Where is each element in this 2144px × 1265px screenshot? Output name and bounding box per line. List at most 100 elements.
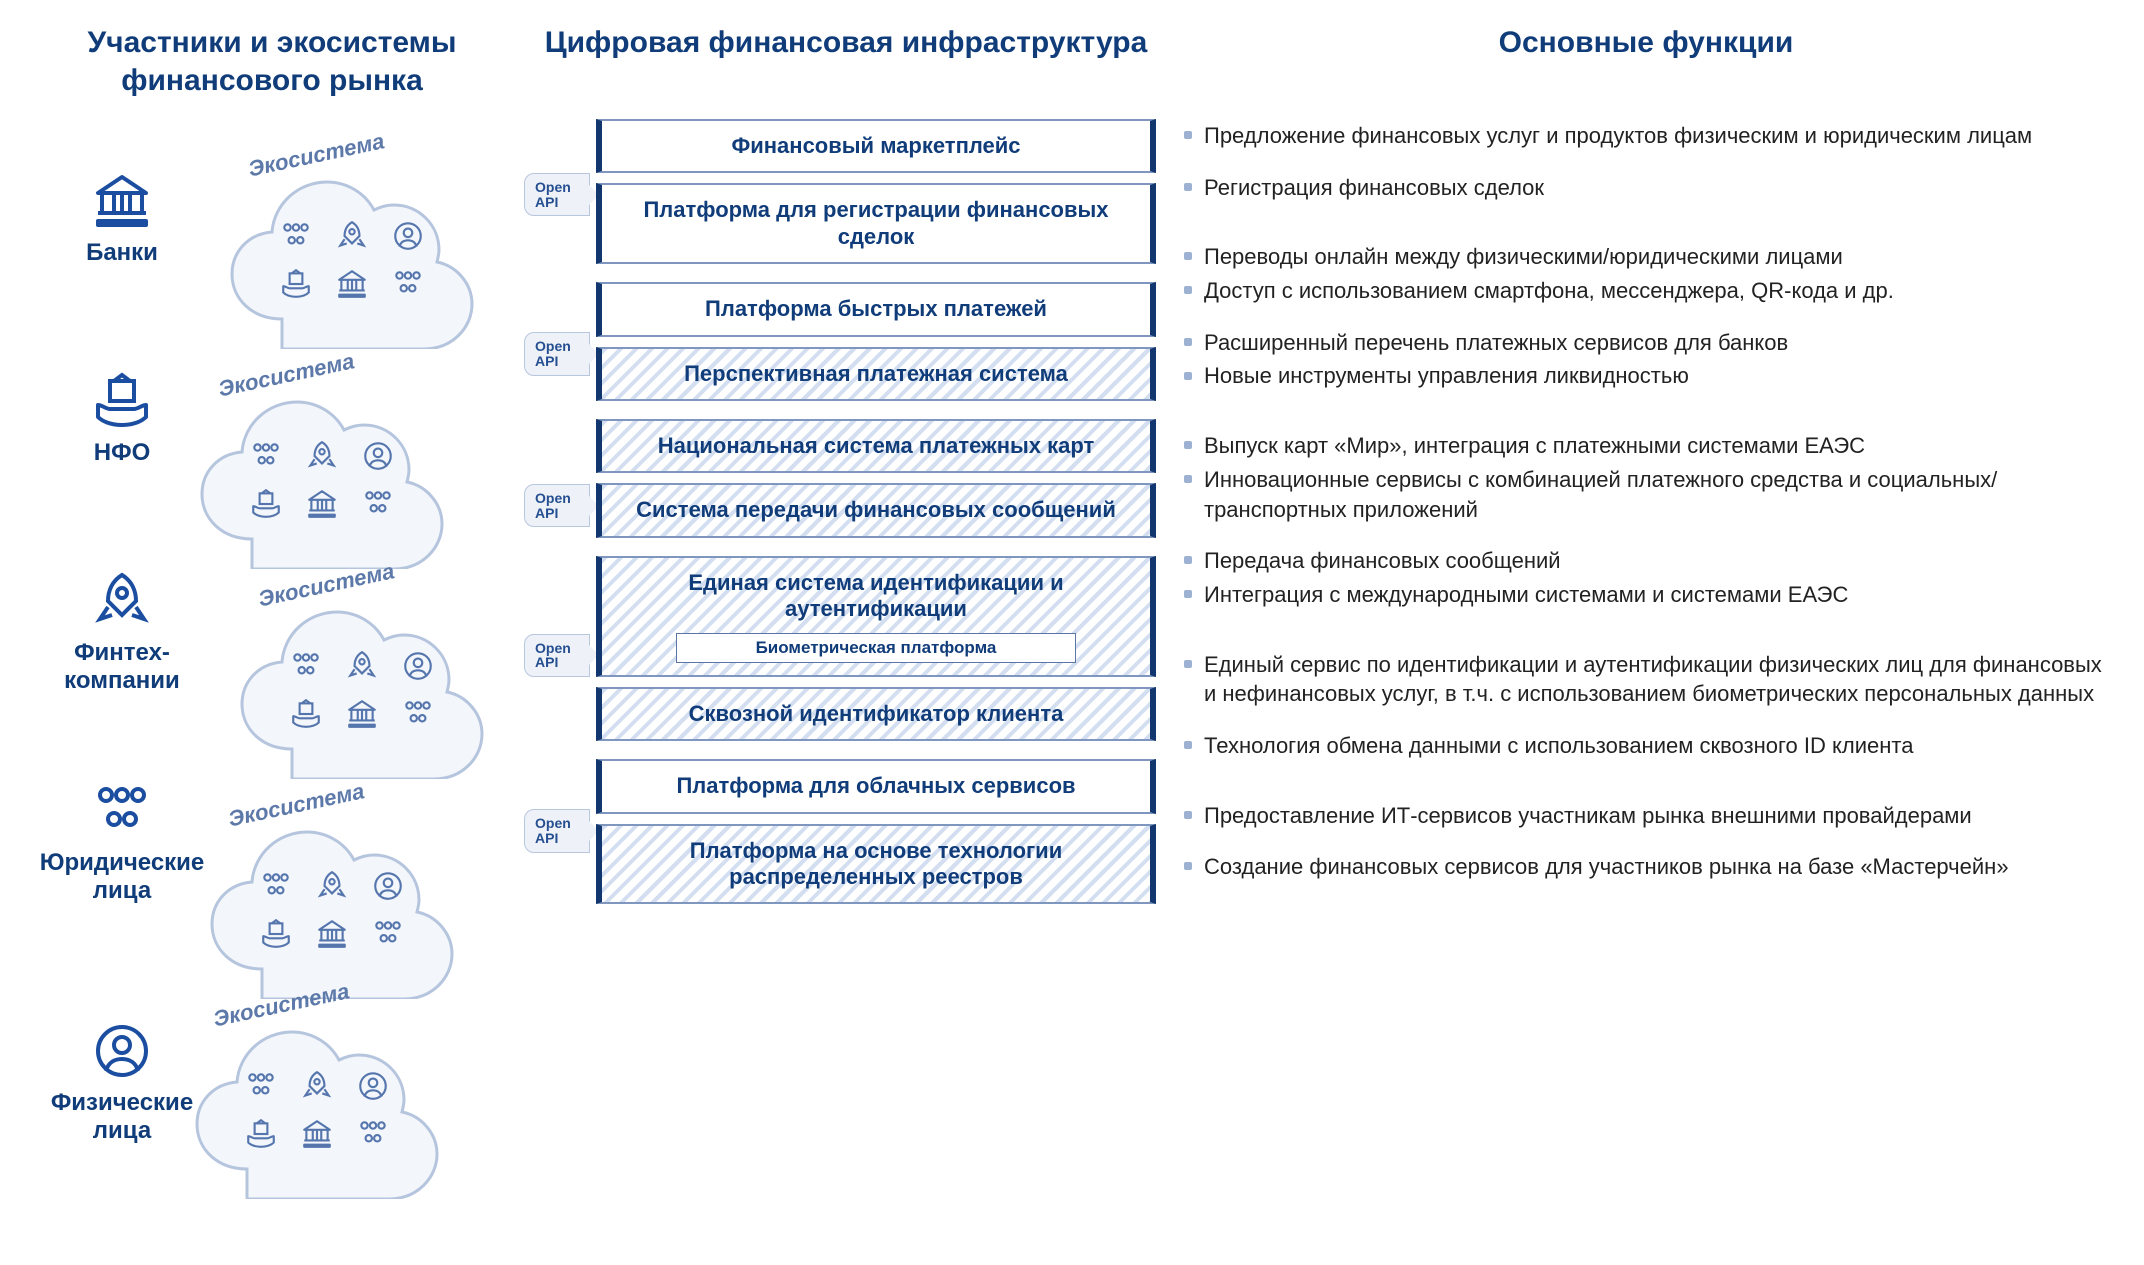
header-left: Участники и экосистемы финансового рынка: [32, 24, 512, 119]
infra-block-title: Перспективная платежная система: [684, 361, 1068, 386]
mini-icon: [279, 219, 313, 253]
participant-label: Физическиелица: [32, 1089, 212, 1144]
header-right: Основные функции: [1180, 24, 2112, 119]
mini-icon: [259, 869, 293, 903]
infra-block-fast_pay: Платформа быстрых платежей: [596, 282, 1156, 336]
infra-block-title: Единая система идентификации и аутентифи…: [688, 570, 1063, 621]
mini-icon: [315, 917, 349, 951]
infra-column: OpenAPIФинансовый маркетплейсПлатформа д…: [536, 119, 1156, 1229]
mini-icon: [371, 917, 405, 951]
participant-label: Юридическиелица: [32, 849, 212, 904]
api-label-line: API: [535, 654, 558, 670]
infra-block-spfs: Система передачи финансовых сообщений: [596, 483, 1156, 537]
infra-group: OpenAPI Национальная система платежных ка…: [536, 419, 1156, 538]
hands-icon: [90, 369, 154, 433]
function-group: Предоставление ИТ-сервисов участникам ры…: [1180, 799, 2112, 884]
participant-fintech: Финтех-компании: [32, 569, 212, 694]
infra-block-title: Платформа для облачных сервисов: [676, 773, 1075, 798]
api-label-line: API: [535, 830, 558, 846]
mini-icon: [289, 697, 323, 731]
ecosystem-cloud: Экосистема: [202, 799, 462, 999]
infra-block-uid: Сквозной идентификатор клиента: [596, 687, 1156, 741]
mini-icon: [259, 917, 293, 951]
mini-icon: [345, 649, 379, 683]
function-list: Расширенный перечень платежных сервисов …: [1180, 326, 2112, 393]
function-list: Единый сервис по идентификации и аутенти…: [1180, 648, 2112, 711]
api-label-line: Open: [535, 338, 571, 354]
function-list: Переводы онлайн между физическими/юридич…: [1180, 240, 2112, 307]
function-item: Предоставление ИТ-сервисов участникам ры…: [1204, 799, 2112, 833]
function-item: Новые инструменты управления ликвидность…: [1204, 359, 2112, 393]
participant-label: НФО: [32, 439, 212, 467]
open-api-tag: OpenAPI: [524, 332, 590, 375]
infra-block-title: Сквозной идентификатор клиента: [689, 701, 1064, 726]
infra-block-deal_reg: Платформа для регистрации финансовых сде…: [596, 183, 1156, 264]
mini-icon: [244, 1069, 278, 1103]
mini-icon: [401, 649, 435, 683]
infra-group: OpenAPIПлатформа быстрых платежейПерспек…: [536, 282, 1156, 401]
mini-icon: [305, 487, 339, 521]
mini-icon: [356, 1069, 390, 1103]
function-group: Единый сервис по идентификации и аутенти…: [1180, 648, 2112, 763]
infra-block-title: Платформа быстрых платежей: [705, 296, 1047, 321]
infra-block-esia: Единая система идентификации и аутентифи…: [596, 556, 1156, 677]
mini-icon: [305, 439, 339, 473]
function-item: Передача финансовых сообщений: [1204, 544, 2112, 578]
function-list: Выпуск карт «Мир», интеграция с платежны…: [1180, 429, 2112, 526]
open-api-tag: OpenAPI: [524, 173, 590, 216]
infra-sub-block: Биометрическая платформа: [676, 633, 1075, 663]
ecosystem-cloud: Экосистема: [187, 999, 447, 1199]
function-list: Предложение финансовых услуг и продуктов…: [1180, 119, 2112, 153]
participant-individuals: Физическиелица: [32, 1019, 212, 1144]
mini-icon: [300, 1117, 334, 1151]
ecosystem-cloud: Экосистема: [232, 579, 492, 779]
mini-icon: [371, 869, 405, 903]
mini-icon: [300, 1069, 334, 1103]
infra-block-nspk: Национальная система платежных карт: [596, 419, 1156, 473]
rocket-icon: [90, 569, 154, 633]
function-item: Интеграция с международными системами и …: [1204, 578, 2112, 612]
participant-label: Банки: [32, 239, 212, 267]
person-icon: [90, 1019, 154, 1083]
function-group: Переводы онлайн между физическими/юридич…: [1180, 240, 2112, 393]
infra-block-title: Платформа для регистрации финансовых сде…: [643, 197, 1108, 248]
mini-icon: [356, 1117, 390, 1151]
mini-icon: [391, 219, 425, 253]
mini-icon: [401, 697, 435, 731]
participant-label: Финтех-компании: [32, 639, 212, 694]
function-list: Регистрация финансовых сделок: [1180, 171, 2112, 205]
mini-icon: [315, 869, 349, 903]
api-label-line: API: [535, 505, 558, 521]
api-label-line: Open: [535, 179, 571, 195]
functions-column: Предложение финансовых услуг и продуктов…: [1180, 119, 2112, 1229]
mini-icon: [289, 649, 323, 683]
api-label-line: Open: [535, 490, 571, 506]
header-mid: Цифровая финансовая инфраструктура: [536, 24, 1156, 119]
mini-icon: [361, 439, 395, 473]
function-item: Технология обмена данными с использовани…: [1204, 729, 2112, 763]
open-api-tag: OpenAPI: [524, 484, 590, 527]
mini-icon: [335, 219, 369, 253]
infra-block-pps: Перспективная платежная система: [596, 347, 1156, 401]
people-icon: [90, 779, 154, 843]
function-list: Предоставление ИТ-сервисов участникам ры…: [1180, 799, 2112, 833]
participant-nfo: НФО: [32, 369, 212, 467]
infra-block-title: Платформа на основе технологии распредел…: [690, 838, 1062, 889]
participants-column: Банки НФО Финтех-компании Юридическиелица Фи…: [32, 119, 512, 1229]
function-item: Доступ с использованием смартфона, мессе…: [1204, 274, 2112, 308]
infra-block-cloud: Платформа для облачных сервисов: [596, 759, 1156, 813]
function-item: Расширенный перечень платежных сервисов …: [1204, 326, 2112, 360]
ecosystem-cloud: Экосистема: [222, 149, 482, 349]
infra-block-title: Финансовый маркетплейс: [731, 133, 1020, 158]
participant-legal: Юридическиелица: [32, 779, 212, 904]
api-label-line: API: [535, 194, 558, 210]
bank-icon: [90, 169, 154, 233]
infra-block-title: Национальная система платежных карт: [658, 433, 1095, 458]
mini-icon: [249, 487, 283, 521]
mini-icon: [249, 439, 283, 473]
function-item: Инновационные сервисы с комбинацией плат…: [1204, 463, 2112, 526]
function-list: Технология обмена данными с использовани…: [1180, 729, 2112, 763]
function-item: Создание финансовых сервисов для участни…: [1204, 850, 2112, 884]
open-api-tag: OpenAPI: [524, 634, 590, 677]
function-list: Передача финансовых сообщенийИнтеграция …: [1180, 544, 2112, 611]
